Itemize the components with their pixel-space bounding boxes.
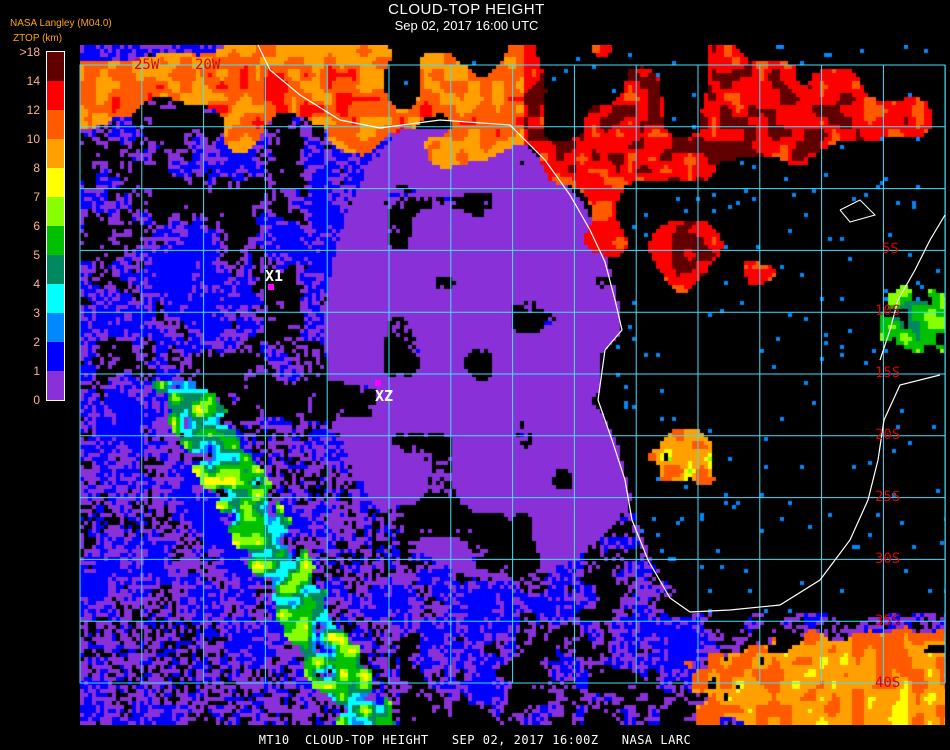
legend-tick: 0 [33,393,40,407]
legend-swatch [47,197,64,226]
legend-tick: 3 [33,306,40,320]
legend-tick: 7 [33,190,40,204]
legend-swatch [47,313,64,342]
map-frame [79,64,946,684]
legend-tick: 1 [33,364,40,378]
marker-x1-dot [268,284,274,290]
legend-unit: ZTOP (km) [13,33,63,44]
lat-label: 20S [875,427,901,443]
timestamp: Sep 02, 2017 16:00 UTC [394,18,539,33]
legend-tick: 6 [33,219,40,233]
legend-swatch [47,226,64,255]
east-coastline [879,214,946,361]
legend-tick: 2 [33,335,40,349]
lat-label: 15S [875,365,901,381]
lat-label: 40S [875,675,901,691]
legend-tick: 14 [26,74,40,88]
legend-swatch [47,255,64,284]
legend-swatch [47,81,64,110]
legend-tick: 12 [26,103,40,117]
lat-label: 35S [875,613,901,629]
legend-tick: >18 [19,45,40,59]
marker-x1-label: X1 [265,267,284,285]
lon-label-20w: 20W [195,57,221,73]
lat-label: 10S [875,303,901,319]
lat-label: 25S [875,489,901,505]
chart-title: CLOUD-TOP HEIGHT [388,1,545,18]
lon-label-25w: 25W [134,57,160,73]
legend-swatch [47,342,64,371]
lat-label: 5S [882,241,899,257]
marker-xz-label: XZ [375,387,394,405]
africa-coastline [257,44,941,613]
legend-swatch [47,168,64,197]
legend-swatch [47,139,64,168]
legend-swatch [47,52,64,81]
legend-tick: 5 [33,248,40,262]
lat-label: 30S [875,551,901,567]
legend-tick: 8 [33,161,40,175]
data-source: NASA Langley (M04.0) [10,18,112,29]
legend-swatch [47,371,64,400]
legend-swatch [47,110,64,139]
legend-swatch [47,284,64,313]
lake-outline [839,199,876,223]
marker-xz-dot [375,380,381,386]
legend-tick: 10 [26,132,40,146]
legend-tick: 4 [33,277,40,291]
footer-caption: MT10 CLOUD-TOP HEIGHT SEP 02, 2017 16:00… [258,733,692,747]
color-scale-bar [46,51,65,401]
